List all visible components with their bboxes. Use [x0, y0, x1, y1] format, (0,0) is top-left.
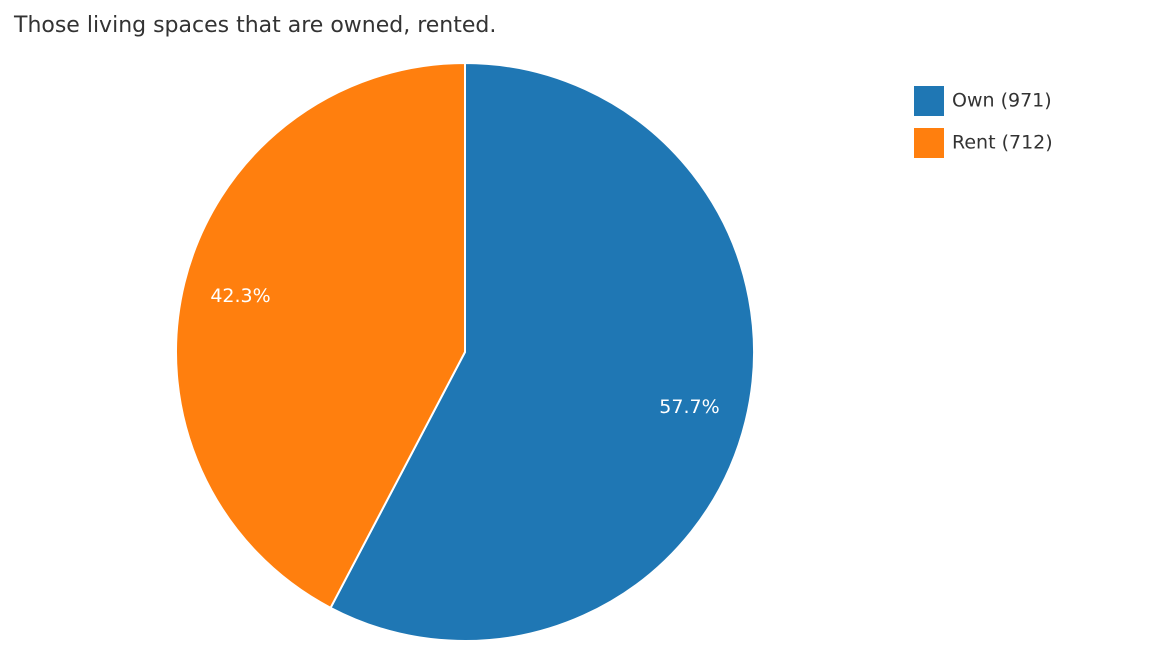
- slice-label: 42.3%: [210, 285, 270, 307]
- pie-slice: [329, 61, 755, 642]
- slice-label: 57.7%: [659, 396, 719, 418]
- chart-title: Those living spaces that are owned, rent…: [13, 13, 496, 38]
- legend-swatch: [914, 128, 944, 158]
- pie-slice: [175, 61, 466, 610]
- legend-swatch: [914, 86, 944, 116]
- legend-label: Rent (712): [952, 132, 1053, 154]
- legend-label: Own (971): [952, 90, 1052, 112]
